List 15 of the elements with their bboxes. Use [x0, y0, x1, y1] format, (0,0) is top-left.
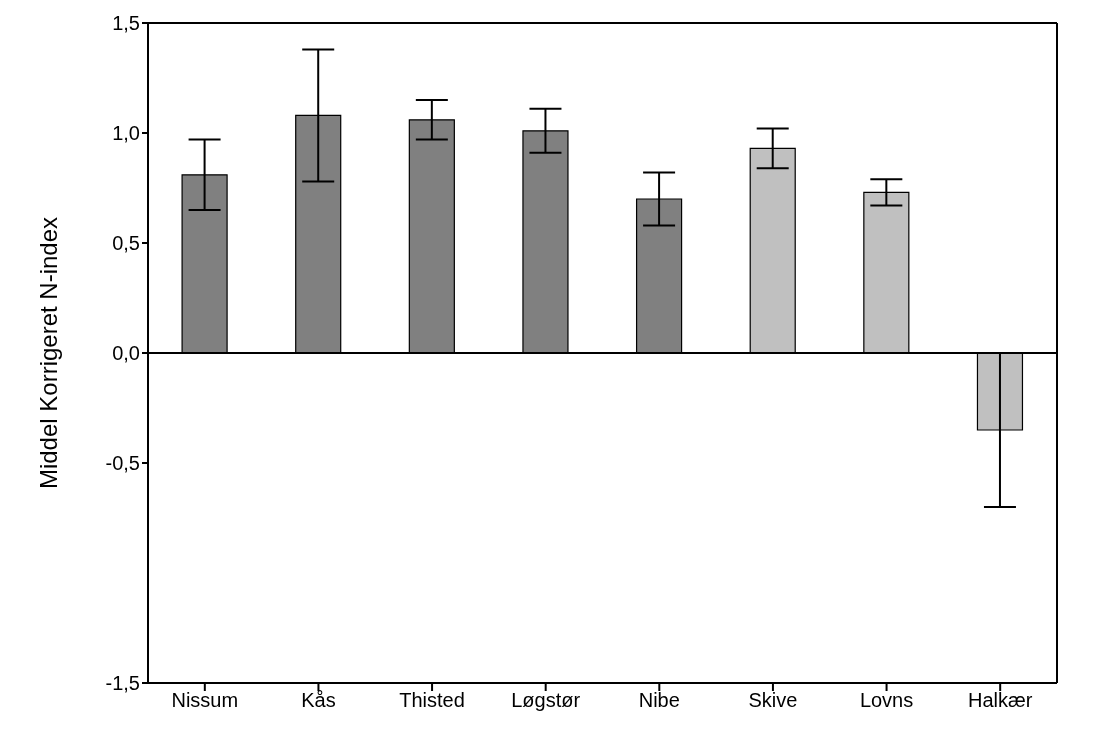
y-tick-label: 0,5	[112, 232, 140, 255]
x-tick-label: Skive	[748, 689, 798, 712]
y-axis-title: Middel Korrigeret N-index	[34, 216, 62, 490]
y-tick-label: -1,5	[105, 672, 140, 695]
x-tick-label: Halkær	[967, 689, 1033, 712]
x-tick-label: Løgstør	[511, 689, 581, 712]
y-tick-label: -0,5	[105, 452, 140, 475]
x-tick-label: Lovns	[859, 689, 914, 712]
y-tick-label: 1,5	[112, 12, 140, 35]
x-tick-label: Nibe	[638, 689, 680, 712]
y-tick-label: 1,0	[112, 122, 140, 145]
x-tick-label: Nissum	[171, 689, 239, 712]
x-tick-label: Kås	[301, 689, 336, 712]
y-tick-label: 0,0	[112, 342, 140, 365]
x-tick-label: Thisted	[399, 689, 465, 712]
